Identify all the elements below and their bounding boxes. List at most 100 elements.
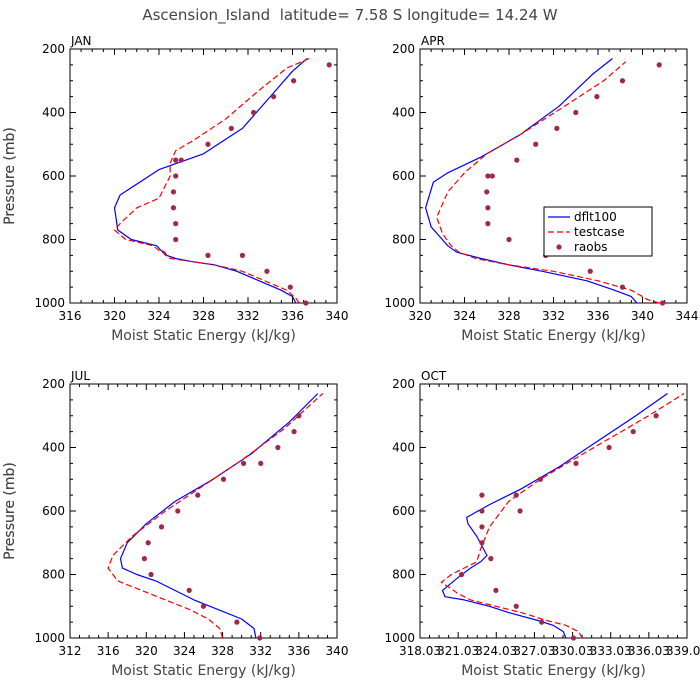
panel-jul-raobs-point [195, 492, 201, 498]
panel-jan-raobs-point [287, 284, 293, 290]
panel-oct-raobs-point [488, 556, 494, 562]
panel-jan-raobs-point [303, 300, 309, 306]
panel-apr-raobs-point [619, 78, 626, 84]
panel-jul-xtick-label: 324 [173, 644, 196, 658]
panel-jul-xtick-label: 336 [287, 644, 310, 658]
panel-oct-raobs-point [479, 508, 485, 514]
panel-jan-ytick-label: 600 [42, 169, 65, 183]
panel-apr-label: APR [421, 34, 445, 48]
panel-jul-raobs-point [296, 413, 302, 419]
panel-jan-testcase-line [113, 57, 310, 304]
panel-oct-ytick-label: 200 [392, 377, 415, 391]
panel-apr-xtick-label: 340 [631, 309, 654, 323]
panel-jul-xlabel: Moist Static Energy (kJ/kg) [111, 663, 296, 679]
panel-jul-ytick-label: 200 [42, 377, 65, 391]
panel-jul-raobs-point [158, 524, 165, 530]
panel-oct-raobs-point [513, 492, 519, 498]
panel-apr-raobs-point [573, 109, 579, 116]
panel-apr-raobs-point [619, 284, 626, 290]
panel-apr: APR 320 324 328 332 336 340 344 200 400 600 800 1000… [2, 34, 698, 344]
panel-oct-ytick-label: 1000 [384, 631, 415, 645]
panel-oct-label: OCT [421, 369, 447, 383]
panel-apr-xtick-label: 332 [542, 309, 565, 323]
panel-jan-raobs-point [250, 109, 257, 116]
panel-jan-xlabel: Moist Static Energy (kJ/kg) [111, 328, 296, 344]
panel-apr-testcase-line [436, 61, 660, 304]
panel-oct-raobs-point [458, 571, 465, 578]
panel-jul-raobs-point [145, 540, 151, 546]
panel-oct-raobs-point [479, 524, 485, 530]
panel-jan-ytick-label: 200 [42, 42, 65, 56]
chart-panels: JAN 316 320 324 328 332 336 340 200 400 600 800 1000… [2, 34, 700, 679]
panel-jan-ytick-label: 400 [42, 106, 65, 120]
panel-jul-xtick-label: 332 [249, 644, 272, 658]
panel-oct-raobs-point [513, 603, 519, 609]
panel-jan-raobs-point [170, 189, 177, 195]
panel-apr-xtick-label: 328 [498, 309, 521, 323]
panel-oct-xlabel: Moist Static Energy (kJ/kg) [461, 663, 646, 679]
panel-oct-raobs-point [630, 429, 636, 435]
panel-apr-raobs-point [656, 62, 662, 68]
panel-jul-dflt100-line [119, 393, 319, 639]
panel-apr-raobs-point [484, 189, 490, 195]
panel-apr-raobs-point [594, 94, 600, 100]
panel-apr-frame [419, 48, 688, 304]
panel-apr-ytick-label: 200 [392, 42, 415, 56]
panel-jul-raobs-point [148, 571, 154, 578]
panel-jan-raobs-point [291, 78, 297, 84]
panel-apr-ytick-label: 1000 [384, 296, 415, 310]
panel-jan-ylabel: Pressure (mb) [2, 127, 18, 225]
panel-jan-raobs-point [326, 62, 332, 68]
panel-jan-raobs-point [205, 141, 211, 147]
panel-oct-raobs-point [493, 587, 499, 593]
panel-jul-raobs-point [220, 476, 227, 482]
panel-apr-raobs-point [506, 236, 512, 243]
panel-jan-ytick-label: 1000 [34, 296, 65, 310]
panel-jul-raobs-point [240, 460, 247, 466]
panel-jul: JUL 312 316 320 324 328 332 336 340 200 400 600 800 1… [2, 369, 348, 679]
panel-jul-testcase-line [107, 393, 324, 639]
panel-jan-raobs-point [205, 252, 211, 258]
panel-jul-raobs-point [186, 587, 192, 593]
panel-jan-raobs-point [270, 94, 277, 100]
legend-testcase-label: testcase [574, 225, 625, 239]
panel-apr-raobs-point [554, 125, 560, 131]
panel-jul-xtick-label: 316 [97, 644, 120, 658]
panel-oct: OCT318.03321.03324.03327.03330.03333.033… [2, 369, 700, 679]
panel-jan-raobs-point [264, 268, 270, 274]
panel-jan-xtick-label: 332 [237, 309, 260, 323]
panel-jul-raobs-point [234, 619, 240, 625]
panel-oct-raobs-point [479, 492, 485, 498]
panel-oct-ytick-label: 400 [392, 441, 415, 455]
panel-oct-raobs-point [539, 619, 545, 625]
panel-jan-raobs-point [173, 173, 179, 179]
panel-jan-xtick-label: 336 [281, 309, 304, 323]
panel-apr-raobs-point [514, 157, 520, 163]
panel-jan-frame [69, 48, 338, 304]
panel-oct-xtick-label: 321.03 [437, 644, 479, 658]
panel-jul-raobs-point [275, 444, 281, 451]
figure-title: Ascension_Island latitude= 7.58 S longit… [142, 6, 557, 25]
panel-apr-raobs-point [485, 173, 491, 179]
panel-oct-raobs-point [570, 635, 577, 641]
legend-raobs-swatch [556, 244, 562, 250]
panel-apr-ytick-label: 800 [392, 233, 415, 247]
panel-oct-xtick-label: 336.03 [628, 644, 670, 658]
panel-apr-raobs-point [489, 173, 495, 179]
panel-jul-xtick-label: 340 [326, 644, 349, 658]
panel-oct-frame [419, 383, 688, 639]
panel-oct-xtick-label: 333.03 [590, 644, 632, 658]
panel-apr-raobs-point [533, 141, 539, 147]
panel-apr-xlabel: Moist Static Energy (kJ/kg) [461, 328, 646, 344]
panel-jul-raobs-point [257, 635, 263, 641]
panel-jan-raobs-point [173, 157, 179, 163]
legend-dflt100-label: dflt100 [574, 210, 617, 224]
panel-jan-raobs-point [173, 236, 179, 243]
panel-jan-raobs-point [170, 205, 177, 211]
panel-oct-ytick-label: 800 [392, 568, 415, 582]
panel-jan-xtick-label: 328 [192, 309, 215, 323]
panel-oct-xtick-label: 324.03 [475, 644, 517, 658]
panel-jul-ytick-label: 400 [42, 441, 65, 455]
panel-jul-raobs-point [258, 460, 264, 466]
